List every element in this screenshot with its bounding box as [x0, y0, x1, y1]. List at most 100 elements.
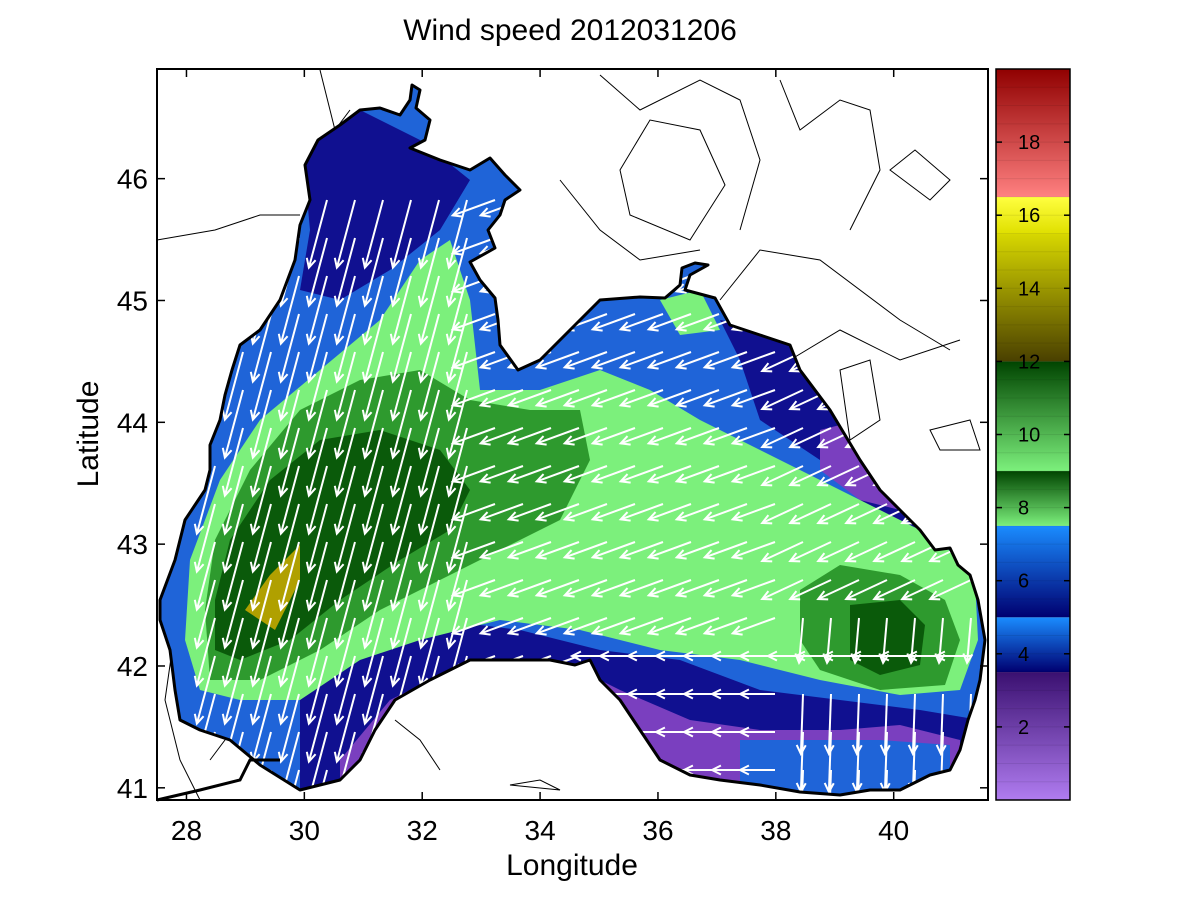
band-navy-nw: [300, 110, 470, 300]
wind-arrow: [478, 617, 524, 636]
wind-arrow: [816, 541, 860, 563]
colorbar-band: [996, 233, 1070, 362]
wind-arrow: [907, 693, 919, 757]
wind-arrow: [799, 769, 804, 795]
colorbar-tick-label: 6: [1018, 571, 1029, 593]
wind-arrow: [249, 389, 272, 460]
wind-arrow: [478, 503, 524, 522]
wind-arrow: [737, 726, 775, 738]
x-axis: 28 30 32 34 36 38 40: [171, 69, 909, 846]
wind-arrow: [450, 541, 496, 560]
wind-arrow: [851, 693, 863, 757]
wind-arrow: [730, 351, 776, 370]
wind-arrow: [478, 427, 524, 446]
wind-arrow: [221, 503, 244, 574]
wind-arrow: [702, 503, 748, 522]
wind-arrow: [844, 579, 888, 601]
wind-arrow: [361, 465, 384, 536]
wind-arrow: [562, 389, 608, 408]
wind-arrow: [933, 650, 971, 662]
wind-arrow: [702, 351, 748, 370]
wind-arrow: [277, 617, 300, 688]
wind-arrow: [730, 503, 776, 522]
wind-arrow: [450, 579, 496, 598]
wind-arrow: [478, 389, 524, 408]
colorbar-band: [996, 471, 1070, 526]
x-tick-label: 28: [171, 815, 202, 846]
plot-area: [156, 68, 989, 802]
wind-arrow: [333, 389, 356, 460]
wind-arrow: [277, 351, 300, 422]
wind-arrow: [795, 693, 807, 757]
wind-arrow: [674, 313, 720, 332]
wind-arrow: [305, 655, 328, 726]
wind-arrow: [674, 389, 720, 408]
wind-arrow: [788, 579, 832, 601]
wind-arrow: [823, 693, 835, 757]
wind-arrow: [277, 541, 300, 612]
wind-arrow: [534, 541, 580, 560]
wind-arrow: [389, 503, 412, 574]
wind-arrow: [361, 503, 384, 574]
wind-arrow: [333, 275, 356, 346]
wind-arrow: [816, 503, 860, 525]
wind-arrow: [389, 237, 412, 308]
wind-arrow: [674, 541, 720, 560]
wind-arrow: [646, 351, 692, 370]
wind-arrow: [450, 617, 496, 636]
wind-arrow: [389, 465, 412, 536]
colorbar: 2 4 6 8 10 12 14 16 18: [995, 68, 1071, 801]
wind-arrow: [361, 427, 384, 498]
wind-arrow: [417, 427, 440, 498]
wind-arrow: [193, 579, 216, 650]
wind-arrow: [872, 541, 916, 563]
wind-arrow: [389, 579, 412, 650]
wind-arrow: [193, 465, 216, 536]
colorbar-band: [996, 617, 1070, 673]
wind-arrow: [361, 199, 384, 270]
x-tick-label: 34: [525, 815, 556, 846]
colorbar-tick-label: 10: [1018, 425, 1040, 447]
wind-arrow: [506, 465, 552, 484]
wind-arrow: [193, 655, 216, 726]
wind-arrow: [760, 503, 804, 525]
wind-arrow: [646, 313, 692, 332]
wind-arrow: [702, 541, 748, 560]
wind-arrow: [760, 389, 804, 411]
wind-arrow: [277, 275, 300, 346]
wind-arrow: [305, 199, 328, 270]
wind-arrow: [823, 731, 835, 795]
x-tick-label: 32: [407, 815, 438, 846]
wind-arrow: [221, 541, 244, 612]
wind-arrow: [674, 427, 720, 446]
wind-arrow: [618, 313, 664, 332]
wind-arrow: [389, 617, 412, 688]
wind-arrow: [249, 579, 272, 650]
wind-arrow: [333, 237, 356, 308]
wind-arrow: [730, 617, 776, 636]
wind-arrow: [305, 579, 328, 650]
wind-arrow: [702, 579, 748, 598]
wind-arrow: [674, 617, 720, 636]
wind-arrow: [221, 465, 244, 536]
wind-arrow: [646, 389, 692, 408]
wind-arrow: [333, 199, 356, 270]
y-axis-label: Latitude: [72, 381, 105, 488]
wind-arrow: [674, 465, 720, 484]
wind-arrow: [618, 389, 664, 408]
wind-arrow: [417, 199, 440, 270]
wind-arrow: [333, 655, 356, 726]
wind-arrow: [389, 313, 412, 384]
wind-arrow: [478, 465, 524, 484]
wind-arrow: [417, 351, 440, 422]
wind-arrow: [506, 617, 552, 636]
wind-arrow: [478, 541, 524, 560]
wind-arrow: [305, 693, 328, 764]
y-tick-label: 44: [117, 407, 148, 438]
wind-arrow: [562, 351, 608, 370]
wind-arrow: [900, 579, 944, 601]
wind-arrow: [702, 617, 748, 636]
wind-arrow: [417, 579, 440, 650]
wind-arrow: [249, 351, 272, 422]
wind-arrow: [193, 541, 216, 612]
